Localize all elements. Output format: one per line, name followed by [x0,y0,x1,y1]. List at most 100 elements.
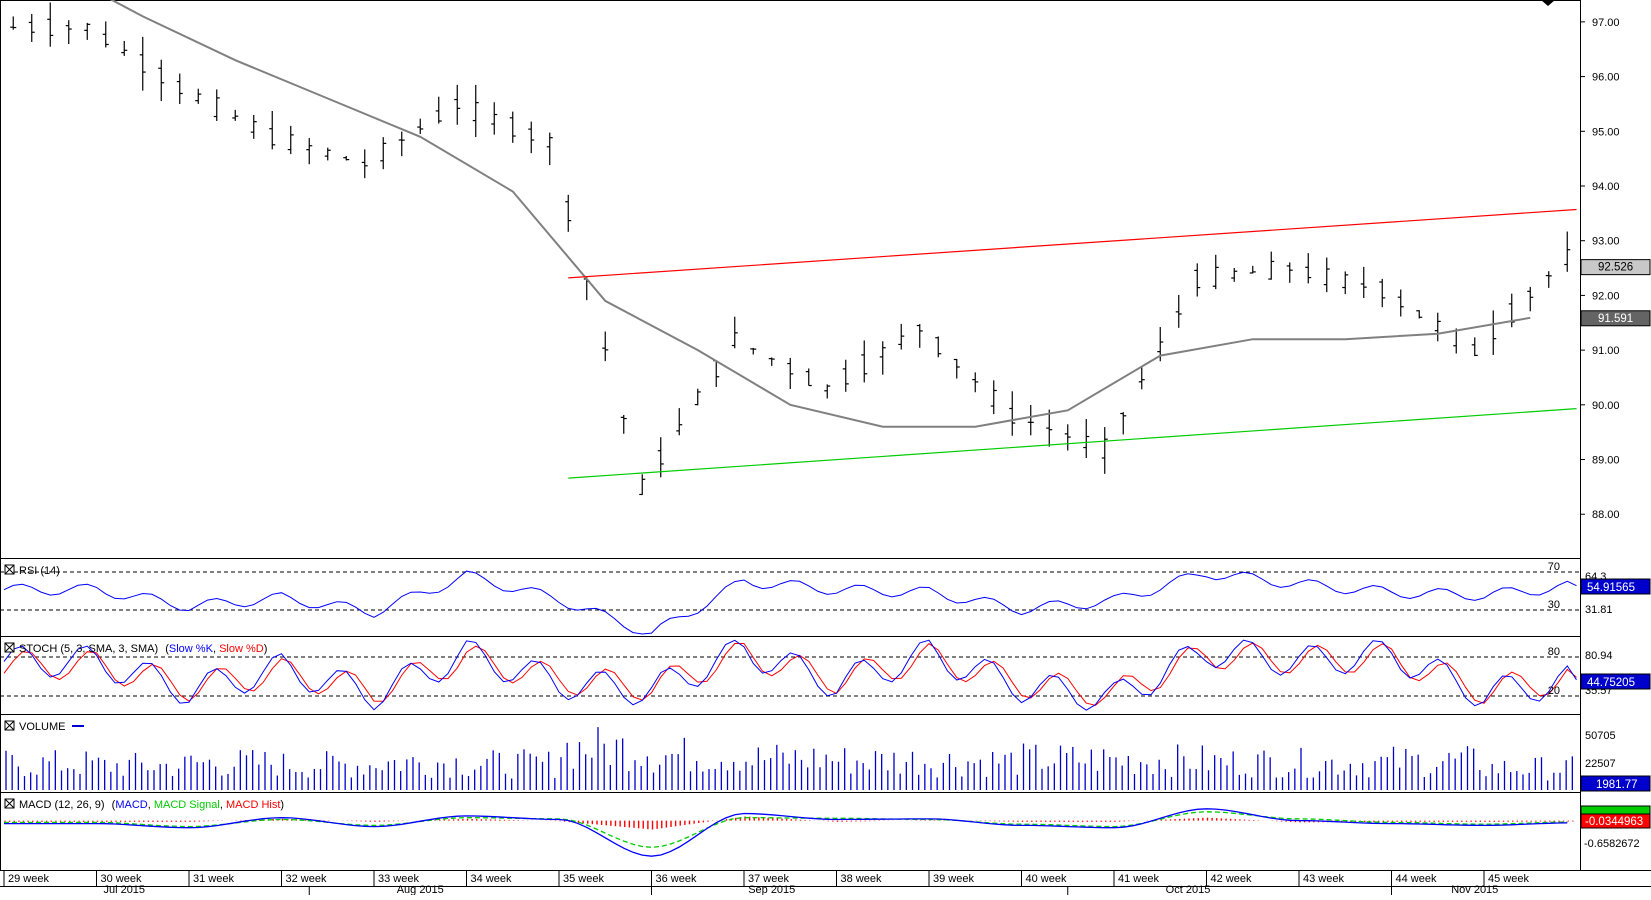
macd-axis-low: -0.6582672 [1584,838,1640,850]
ohlc-bar [731,316,738,349]
ohlc-bar [898,323,905,350]
week-label: 31 week [193,873,234,885]
ohlc-bar [1527,286,1534,312]
ohlc-bar [269,110,276,150]
stoch-axis-high: 80.94 [1585,650,1613,662]
rsi-last-label: 54.91565 [1587,582,1635,594]
ohlc-bar [343,155,350,161]
ohlc-bar [750,347,757,355]
rsi-close-x [4,564,15,575]
stoch-legend: STOCH (5, 3, SMA, 3, SMA) (Slow %K, Slow… [19,643,267,655]
ohlc-bar [1342,271,1349,295]
ohlc-bar [639,474,646,496]
week-label: 43 week [1303,873,1344,885]
ohlc-bar [398,131,405,157]
ohlc-bar [65,20,72,45]
resistance-trendline [568,208,1577,279]
ohlc-bar [102,21,109,48]
stoch-level-20: 20 [1548,685,1560,697]
ohlc-bar [139,36,146,91]
week-label: 35 week [563,873,604,885]
week-label: 37 week [748,873,789,885]
rsi-title: RSI (14) [19,565,60,577]
collapse-marker-icon[interactable] [1541,0,1555,6]
rsi-level-70: 70 [1548,561,1560,573]
macd-legend-sep2: , [220,799,226,811]
macd-line [4,808,1568,857]
ohlc-bar [1046,409,1053,447]
price-tick-label: 90.00 [1592,400,1620,412]
week-label: 39 week [933,873,974,885]
price-tick-label: 95.00 [1592,126,1620,138]
ohlc-bar [935,336,942,358]
macd-legend-paren-close: ) [280,799,284,811]
ohlc-bar [176,73,183,105]
ohlc-bar [676,408,683,436]
rsi-axis-low: 31.81 [1585,604,1613,616]
week-label: 42 week [1211,873,1252,885]
ohlc-bar [842,359,849,392]
week-label: 44 week [1396,873,1437,885]
macd-panel: MACD (12, 26, 9) (MACD, MACD Signal, MAC… [4,798,1651,857]
rsi-line [3,570,1577,635]
price-tick-label: 92.00 [1592,290,1620,302]
ohlc-bar [1101,427,1108,474]
ohlc-bar [250,114,257,139]
rsi-panel: RSI (14) 70 30 64.3 31.81 54.91565 [0,561,1651,635]
volume-close-x [4,720,15,731]
ohlc-bar [620,414,627,434]
stoch-panel: STOCH (5, 3, SMA, 3, SMA) (Slow %K, Slow… [0,639,1651,711]
month-label: Oct 2015 [1166,884,1211,895]
macd-signal-label: MACD Signal [154,799,220,811]
month-label: Nov 2015 [1451,884,1498,895]
ohlc-bar [694,388,701,406]
stoch-legend-sep: , [213,643,219,655]
ohlc-bar [232,109,239,121]
ohlc-bar [1379,278,1386,308]
ohlc-bar [1249,265,1256,274]
week-label: 30 week [101,873,142,885]
ohlc-bar [1027,404,1034,436]
ohlc-bar [1360,266,1367,299]
macd-close-x [4,798,15,809]
volume-panel: VOLUME 50705 22507 1981.77 [4,720,1651,792]
price-tick-label: 96.00 [1592,72,1620,84]
month-label: Aug 2015 [397,884,444,895]
week-label: 38 week [841,873,882,885]
stoch-slow-k-line [3,639,1577,711]
ohlc-bar [1416,310,1423,319]
stoch-title: STOCH (5, 3, SMA, 3, SMA) [19,643,158,655]
stoch-slow-d-line [3,642,1577,706]
stoch-k-label: Slow %K [169,643,214,655]
week-label: 40 week [1026,873,1067,885]
ohlc-bar [1212,254,1219,290]
ohlc-bar [324,147,331,161]
price-bars [10,2,1571,496]
ohlc-bar [509,111,516,143]
ohlc-bar [602,331,609,362]
volume-last-label: 1981.77 [1596,779,1638,791]
week-label: 29 week [8,873,49,885]
ohlc-bar [787,357,794,390]
macd-last-label: -0.0344963 [1585,816,1643,828]
ohlc-bar [861,340,868,383]
stoch-d-label: Slow %D [219,643,264,655]
week-label: 41 week [1118,873,1159,885]
week-label: 34 week [471,873,512,885]
ohlc-bar [380,137,387,170]
price-tick-label: 97.00 [1592,17,1620,29]
ohlc-bar [84,22,91,40]
price-tick-label: 91.00 [1592,345,1620,357]
ohlc-bar [195,88,202,104]
ohlc-bar [213,89,220,121]
price-panel: 97.00 96.00 95.00 94.00 93.00 92.00 91.00 90.00… [10,0,1651,521]
price-tick-label: 88.00 [1592,509,1620,521]
ohlc-bar [824,384,831,399]
volume-axis-low: 22507 [1585,758,1616,770]
macd-signal-line [4,811,1568,848]
ohlc-bar [435,96,442,124]
ohlc-bar [158,59,165,102]
ohlc-bar [10,16,17,30]
ohlc-bar [1305,253,1312,284]
ohlc-bar [1268,251,1275,280]
